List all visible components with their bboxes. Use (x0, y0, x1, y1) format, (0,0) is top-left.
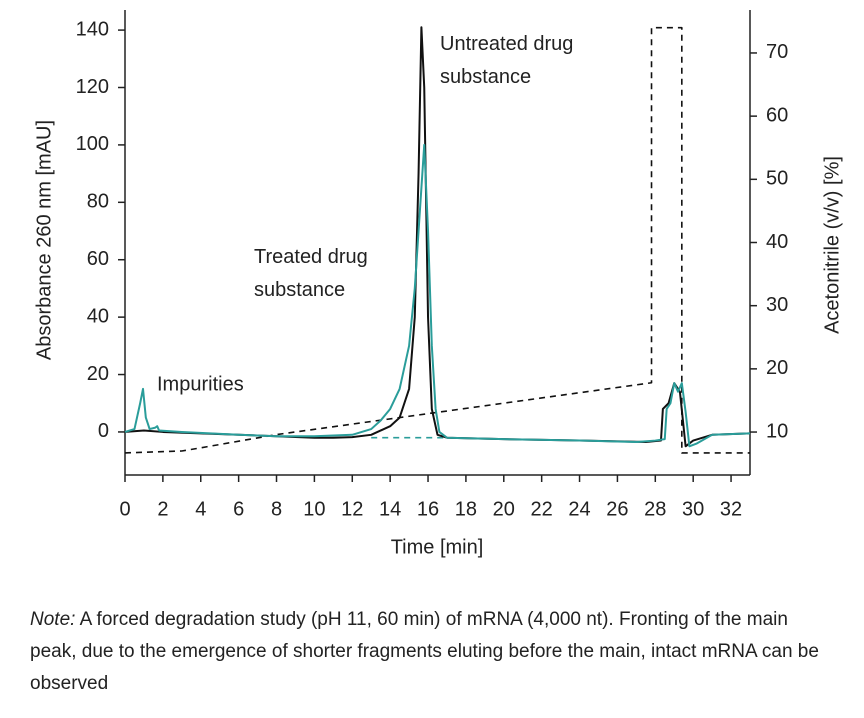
y-tick-label: 40 (87, 305, 109, 327)
x-tick-label: 10 (303, 498, 325, 520)
y2-tick-label: 10 (766, 420, 788, 442)
y-tick-label: 100 (76, 133, 109, 155)
x-tick-label: 26 (606, 498, 628, 520)
y-axis-label: Absorbance 260 nm [mAU] (33, 120, 55, 360)
x-tick-label: 32 (720, 498, 742, 520)
y2-tick-label: 70 (766, 41, 788, 63)
y2-tick-label: 20 (766, 357, 788, 379)
y-tick-label: 20 (87, 363, 109, 385)
y-tick-label: 60 (87, 248, 109, 270)
dashed-line (124, 26, 750, 454)
y-tick-label: 120 (76, 76, 109, 98)
y2-tick-label: 40 (766, 231, 788, 253)
note: Note: A forced degradation study (pH 11,… (30, 604, 830, 700)
x-tick-label: 20 (493, 498, 515, 520)
series-label: Untreated drug substance (440, 33, 574, 88)
y-tick-label: 80 (87, 191, 109, 213)
x-tick-label: 4 (195, 498, 206, 520)
x-tick-label: 2 (157, 498, 168, 520)
x-tick-label: 28 (644, 498, 666, 520)
x-tick-label: 14 (379, 498, 401, 520)
x-tick-label: 6 (233, 498, 244, 520)
y2-tick-label: 30 (766, 294, 788, 316)
x-tick-label: 30 (682, 498, 704, 520)
series-label: Treated drug substance (254, 246, 368, 301)
x-tick-label: 8 (271, 498, 282, 520)
x-tick-label: 12 (341, 498, 363, 520)
x-axis-label: Time [min] (391, 536, 484, 558)
x-tick-label: 24 (568, 498, 590, 520)
x-tick-label: 22 (531, 498, 553, 520)
y2-tick-label: 50 (766, 168, 788, 190)
series-label-text: Treated drug substance (254, 246, 368, 301)
series-label-text: Untreated drug substance (440, 33, 574, 88)
chart: Time [min] Absorbance 260 nm [mAU] Aceto… (33, 10, 843, 558)
x-tick-label: 16 (417, 498, 439, 520)
note-label: Note: (30, 609, 76, 630)
x-tick-label: 18 (455, 498, 477, 520)
y2-axis-label: Acetonitrile (v/v) [%] (821, 156, 843, 334)
y-tick-label: 140 (76, 18, 109, 40)
annotation: Impurities (157, 373, 244, 395)
series-line (124, 143, 751, 448)
x-tick-label: 0 (119, 498, 130, 520)
note-text: A forced degradation study (pH 11, 60 mi… (30, 609, 819, 694)
y2-tick-label: 60 (766, 104, 788, 126)
y-tick-label: 0 (98, 420, 109, 442)
